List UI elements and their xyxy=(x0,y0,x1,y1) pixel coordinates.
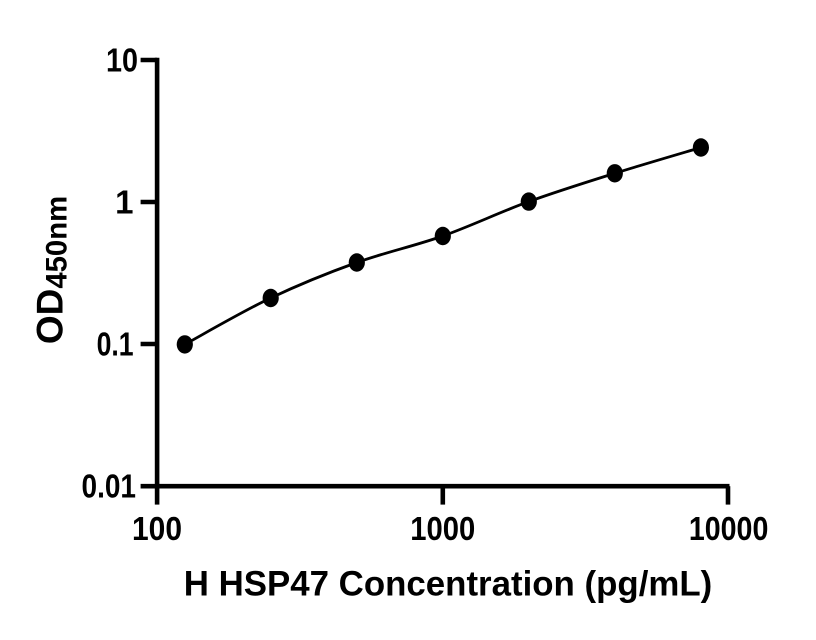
svg-text:OD450nm: OD450nm xyxy=(29,196,73,344)
svg-text:1: 1 xyxy=(115,184,133,221)
svg-text:10000: 10000 xyxy=(689,510,769,547)
svg-text:H HSP47 Concentration (pg/mL): H HSP47 Concentration (pg/mL) xyxy=(184,564,713,604)
svg-text:100: 100 xyxy=(132,510,182,547)
svg-text:1000: 1000 xyxy=(410,510,475,547)
svg-text:10: 10 xyxy=(106,42,138,79)
svg-text:0.01: 0.01 xyxy=(82,468,137,505)
svg-text:0.1: 0.1 xyxy=(97,326,134,363)
